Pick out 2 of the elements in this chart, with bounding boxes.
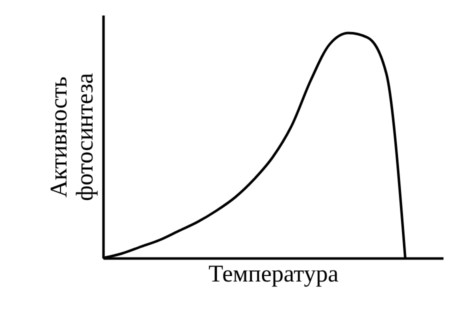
x-axis-title: Температура: [208, 262, 339, 288]
y-axis-title: Активность фотосинтеза: [46, 72, 98, 201]
